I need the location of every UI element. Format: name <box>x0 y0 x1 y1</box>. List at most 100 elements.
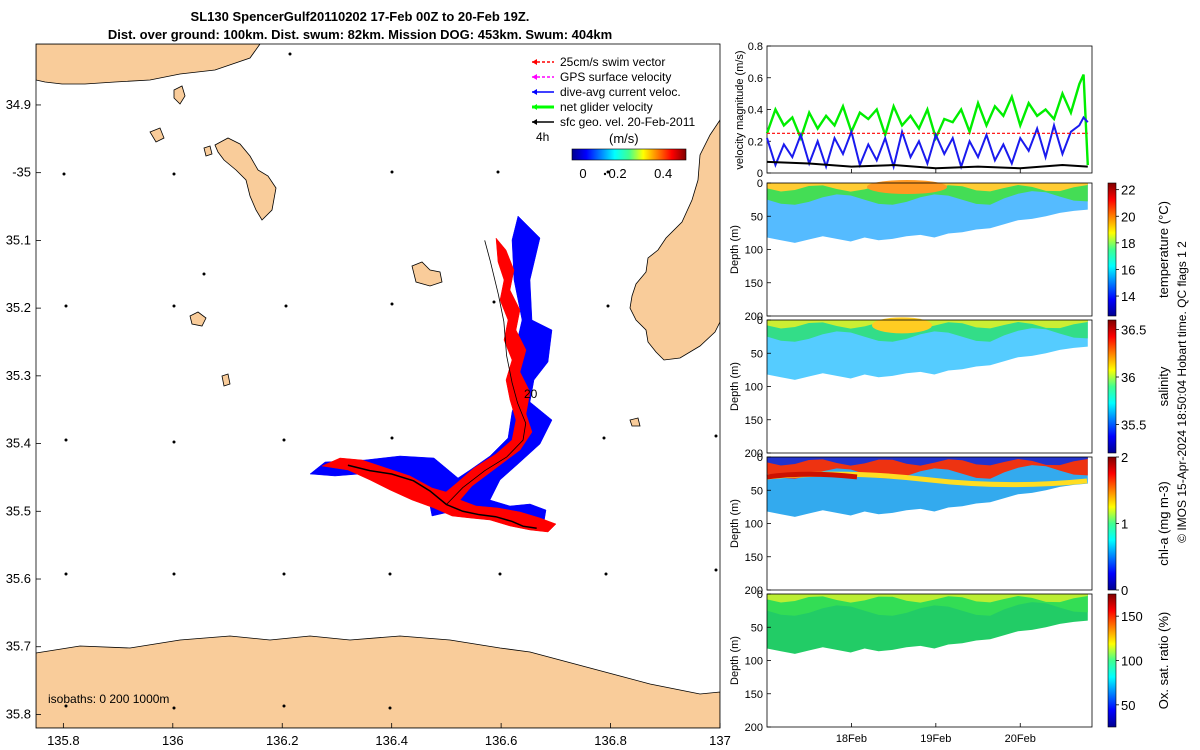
colorbar-tick-label: 0 <box>1121 583 1128 598</box>
warm-surface-patch <box>867 179 947 194</box>
glider-track-line <box>347 464 537 529</box>
section-colorbar <box>1107 182 1117 317</box>
colorbar-tick-label: 35.5 <box>1121 418 1146 433</box>
depth-axis-label: Depth (m) <box>729 225 741 274</box>
colorbar-tick-label: 36 <box>1121 370 1135 385</box>
section-colorbar <box>1107 456 1117 591</box>
section-chl-a: 0 50 100 150 200 Depth (m) 2 1 0 chl-a (mg m-3) <box>729 450 1171 598</box>
section-colorbar <box>1107 593 1117 728</box>
section-deep-layer <box>767 594 1088 654</box>
depth-tick-label: 50 <box>751 622 763 634</box>
colorbar-marker-label: 4h <box>536 130 549 144</box>
depth-tick-label: 100 <box>745 656 763 668</box>
land-islet-7 <box>629 417 641 427</box>
map-x-tick-label: 136.6 <box>485 733 518 748</box>
depth-tick-label: 150 <box>745 278 763 290</box>
depth-tick-label: 100 <box>745 519 763 531</box>
land-islet-1 <box>173 85 186 105</box>
depth-tick-label: 200 <box>745 448 763 460</box>
map-x-ticks: 135.8 136 136.2 136.4 136.6 136.8 137 <box>47 723 731 748</box>
velocity-panel: 0 0.2 0.4 0.6 0.8 velocity magnitude (m/s) <box>734 41 1093 180</box>
dive-avg-current-area <box>309 215 553 523</box>
velocity-series <box>765 74 1089 171</box>
velocity-y-tick-label: 0.4 <box>748 105 763 117</box>
depth-tick-label: 150 <box>745 689 763 701</box>
swim-vector-ribbon <box>321 237 557 533</box>
high-salinity-patch <box>872 317 932 334</box>
map-y-tick-label: 35.2 <box>6 300 31 315</box>
map-x-tick-label: 136.8 <box>594 733 627 748</box>
depth-tick-label: 0 <box>757 589 763 601</box>
colorbar-tick-label: 18 <box>1121 236 1135 251</box>
legend-arrowhead <box>532 104 537 110</box>
colorbar-label: Ox. sat. ratio (%) <box>1156 612 1171 710</box>
map-y-tick-label: -35 <box>12 165 31 180</box>
section-colorbar <box>1107 319 1117 454</box>
colorbar-unit-label: (m/s) <box>609 131 639 146</box>
velocity-series-dive-avg <box>766 115 1089 171</box>
velocity-y-ticks: 0 0.2 0.4 0.6 0.8 <box>748 41 771 180</box>
land-yorke-peninsula <box>36 44 261 85</box>
map-frame <box>35 43 721 729</box>
depth-tick-label: 150 <box>745 415 763 427</box>
map-colorbar: 4h (m/s) 0 0.2 0.4 <box>536 130 687 181</box>
section-surface-layer <box>767 457 1088 466</box>
chart-title-line2: Dist. over ground: 100km. Dist. swum: 82… <box>107 27 613 42</box>
velocity-y-tick-label: 0.2 <box>748 136 763 148</box>
legend-label: dive-avg current veloc. <box>560 85 681 99</box>
velocity-y-tick-label: 0 <box>757 168 763 180</box>
depth-tick-label: 200 <box>745 311 763 323</box>
colorbar-tick-label: 150 <box>1121 609 1143 624</box>
colorbar-tick-label: 16 <box>1121 262 1135 277</box>
map-y-tick-label: 35.4 <box>6 436 31 451</box>
legend-arrowhead <box>532 74 537 80</box>
land-masses <box>36 44 720 728</box>
land-islet-3 <box>203 145 213 157</box>
colorbar-tick-label: 20 <box>1121 209 1135 224</box>
land-islet-2 <box>149 127 165 143</box>
legend-arrowhead <box>532 119 537 125</box>
time-tick-label: 19Feb <box>920 733 951 745</box>
section-deep-layer <box>767 320 1088 380</box>
colorbar-label: salinity <box>1156 366 1171 406</box>
colorbar-tick-label: 14 <box>1121 289 1135 304</box>
land-islet-6 <box>221 373 231 387</box>
land-eastern-coast <box>629 119 720 361</box>
legend-label: sfc geo. vel. 20-Feb-2011 <box>560 115 696 129</box>
chl-peak-band <box>766 471 858 480</box>
depth-tick-label: 50 <box>751 348 763 360</box>
grid-vector-markers <box>62 52 718 710</box>
velocity-y-label: velocity magnitude (m/s) <box>734 50 746 169</box>
map-x-tick-label: 136.4 <box>375 733 408 748</box>
colorbar-dot <box>603 172 607 176</box>
time-axis-ticks: 18Feb 19Feb 20Feb <box>836 169 1036 745</box>
velocity-y-tick-label: 0.6 <box>748 73 763 85</box>
velocity-series-sfc <box>766 160 1088 170</box>
map-background <box>36 44 720 728</box>
land-kangaroo-island-east <box>214 137 277 221</box>
isobaths-label: isobaths: 0 200 1000m <box>48 692 169 706</box>
depth-tick-label: 0 <box>757 178 763 190</box>
depth-tick-label: 200 <box>745 585 763 597</box>
legend-arrowhead <box>532 59 537 65</box>
map-y-tick-label: 34.9 <box>6 97 31 112</box>
map-y-tick-label: 35.6 <box>6 571 31 586</box>
depth-tick-label: 150 <box>745 552 763 564</box>
colorbar-tick-label: 0 <box>579 166 586 181</box>
depth-axis-label: Depth (m) <box>729 362 741 411</box>
map-x-tick-label: 136 <box>162 733 184 748</box>
map-panel: 20 135.8 136 136.2 136.4 136.6 136.8 137 34.9 -… <box>6 43 731 748</box>
land-islet-5 <box>189 311 207 327</box>
colorbar-tick-label: 0.2 <box>609 166 627 181</box>
section-oxygen: 0 50 100 150 200 Depth (m) 150 100 50 Ox. sat. ra… <box>729 589 1171 734</box>
legend-label: 25cm/s swim vector <box>560 55 665 69</box>
velocity-series-net <box>765 74 1089 166</box>
chart-title-line1: SL130 SpencerGulf20110202 17-Feb 00Z to … <box>190 9 530 24</box>
depth-tick-label: 100 <box>745 245 763 257</box>
depth-tick-label: 200 <box>745 722 763 734</box>
day-label: 20 <box>524 387 538 401</box>
colorbar-tick-label: 1 <box>1121 517 1128 532</box>
